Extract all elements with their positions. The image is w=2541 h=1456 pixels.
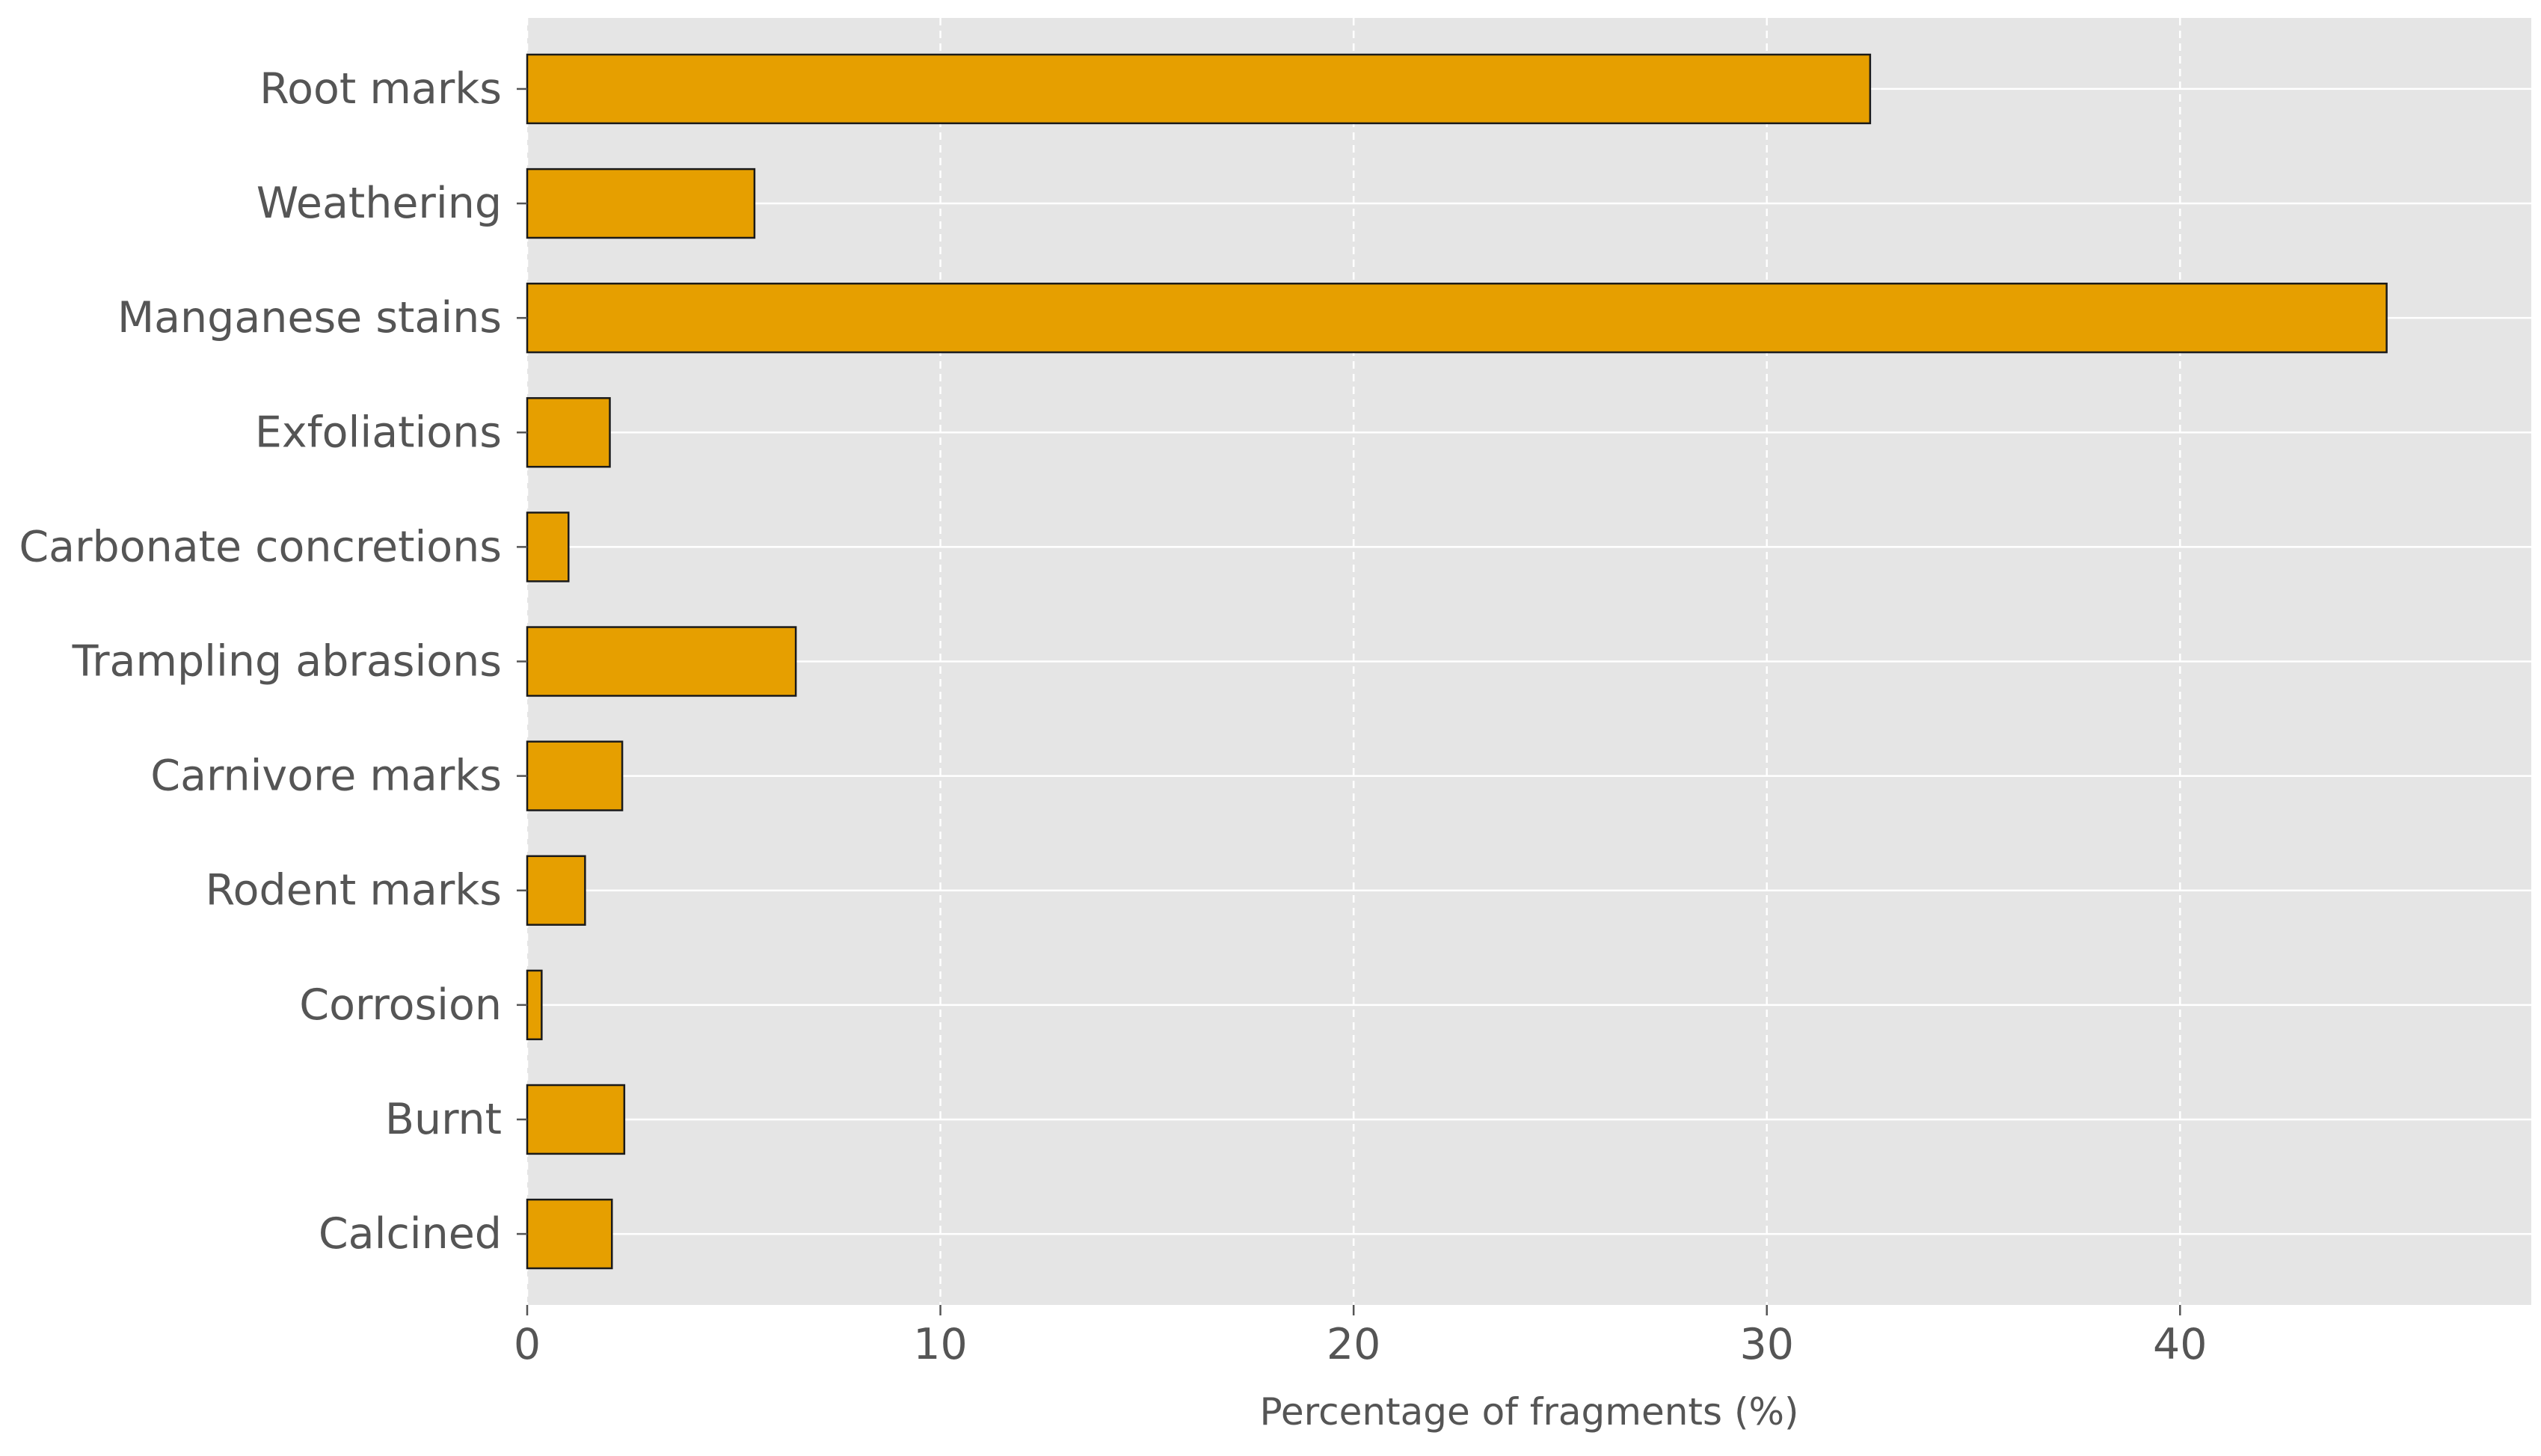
y-tick-label: Corrosion	[299, 980, 502, 1030]
y-axis-ticks: Root marks Weathering Manganese stains Exfo…	[19, 64, 527, 1259]
y-tick-label: Burnt	[385, 1095, 502, 1144]
bar	[526, 740, 624, 811]
bar	[526, 626, 797, 697]
y-tick-label: Carbonate concretions	[19, 522, 502, 571]
bar	[526, 1198, 613, 1270]
x-tick-label: 10	[913, 1320, 968, 1369]
bars	[526, 53, 2388, 1270]
bar	[526, 1084, 626, 1155]
x-axis-ticks: 0 10 20 30 40	[514, 1305, 2207, 1369]
x-tick-label: 30	[1739, 1320, 1794, 1369]
y-tick-label: Carnivore marks	[150, 752, 502, 801]
bar	[526, 855, 586, 926]
bar	[526, 282, 2388, 354]
bar	[526, 168, 756, 239]
x-axis-label: Percentage of fragments (%)	[1259, 1390, 1798, 1434]
y-tick-label: Rodent marks	[206, 866, 502, 915]
y-tick-label: Manganese stains	[117, 293, 502, 343]
y-tick-label: Trampling abrasions	[72, 637, 502, 686]
y-tick-label: Root marks	[259, 64, 502, 114]
bar	[526, 512, 570, 583]
x-tick-label: 20	[1327, 1320, 1381, 1369]
y-tick-label: Calcined	[319, 1209, 502, 1259]
bar	[526, 397, 611, 468]
bar	[526, 969, 543, 1041]
bar	[526, 53, 1872, 125]
x-tick-label: 40	[2153, 1320, 2207, 1369]
x-tick-label: 0	[514, 1320, 541, 1369]
y-tick-label: Exfoliations	[255, 408, 502, 457]
y-tick-label: Weathering	[256, 179, 502, 228]
